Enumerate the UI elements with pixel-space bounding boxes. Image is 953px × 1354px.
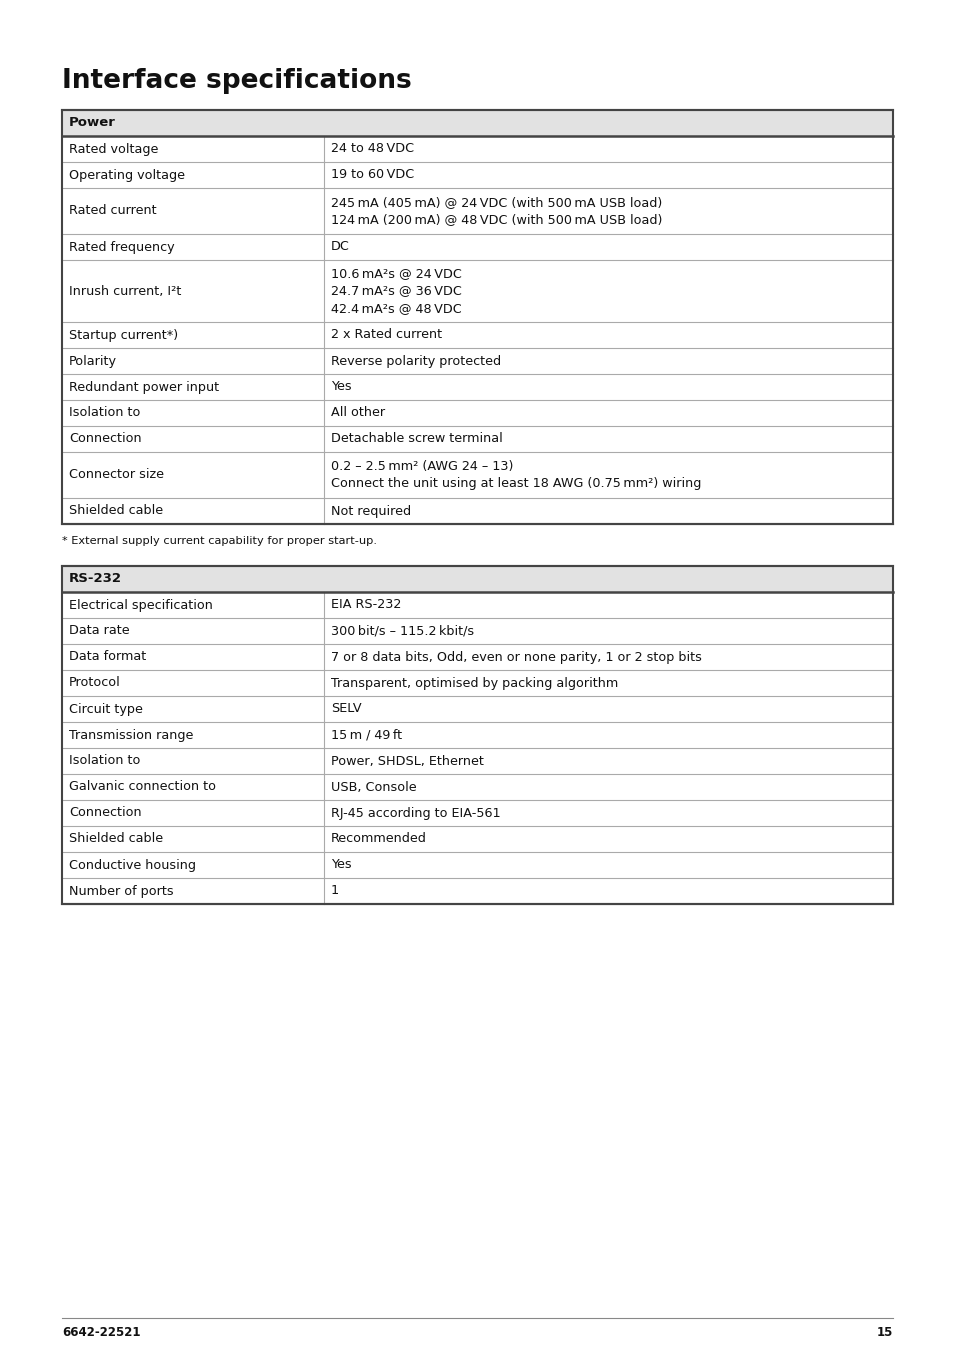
Text: 42.4 mA²s @ 48 VDC: 42.4 mA²s @ 48 VDC (331, 302, 461, 314)
Text: Yes: Yes (331, 380, 351, 394)
Text: 2 x Rated current: 2 x Rated current (331, 329, 441, 341)
Text: EIA RS-232: EIA RS-232 (331, 598, 400, 612)
Text: RJ-45 according to EIA-561: RJ-45 according to EIA-561 (331, 807, 500, 819)
Text: 10.6 mA²s @ 24 VDC: 10.6 mA²s @ 24 VDC (331, 267, 461, 280)
Bar (62, 670, 892, 696)
Bar (62, 135, 892, 162)
Text: Rated current: Rated current (69, 204, 156, 218)
Bar (62, 322, 892, 348)
Text: USB, Console: USB, Console (331, 780, 416, 793)
Text: Rated voltage: Rated voltage (69, 142, 158, 156)
Text: Shielded cable: Shielded cable (69, 505, 163, 517)
Bar (62, 566, 892, 592)
Text: Connect the unit using at least 18 AWG (0.75 mm²) wiring: Connect the unit using at least 18 AWG (… (331, 478, 700, 490)
Text: Rated frequency: Rated frequency (69, 241, 174, 253)
Text: 24.7 mA²s @ 36 VDC: 24.7 mA²s @ 36 VDC (331, 284, 461, 298)
Text: Conductive housing: Conductive housing (69, 858, 195, 872)
Text: Reverse polarity protected: Reverse polarity protected (331, 355, 500, 367)
Text: Isolation to: Isolation to (69, 754, 140, 768)
Bar (62, 234, 892, 260)
Text: 300 bit/s – 115.2 kbit/s: 300 bit/s – 115.2 kbit/s (331, 624, 474, 638)
Text: Connector size: Connector size (69, 468, 164, 482)
Text: Transparent, optimised by packing algorithm: Transparent, optimised by packing algori… (331, 677, 618, 689)
Bar (62, 592, 892, 617)
Bar (62, 498, 892, 524)
Text: SELV: SELV (331, 703, 361, 715)
Text: Yes: Yes (331, 858, 351, 872)
Text: Connection: Connection (69, 807, 141, 819)
Text: Operating voltage: Operating voltage (69, 168, 185, 181)
Text: Power, SHDSL, Ethernet: Power, SHDSL, Ethernet (331, 754, 483, 768)
Text: RS-232: RS-232 (69, 573, 122, 585)
Text: 0.2 – 2.5 mm² (AWG 24 – 13): 0.2 – 2.5 mm² (AWG 24 – 13) (331, 459, 513, 473)
Bar (62, 747, 892, 774)
Text: Recommended: Recommended (331, 833, 426, 845)
Text: Connection: Connection (69, 432, 141, 445)
Bar (62, 162, 892, 188)
Text: All other: All other (331, 406, 384, 420)
Text: 19 to 60 VDC: 19 to 60 VDC (331, 168, 414, 181)
Text: * External supply current capability for proper start-up.: * External supply current capability for… (62, 536, 376, 546)
Text: Protocol: Protocol (69, 677, 121, 689)
Text: Shielded cable: Shielded cable (69, 833, 163, 845)
Text: Not required: Not required (331, 505, 411, 517)
Text: Electrical specification: Electrical specification (69, 598, 213, 612)
Bar (62, 427, 892, 452)
Text: Data rate: Data rate (69, 624, 130, 638)
Bar (62, 696, 892, 722)
Bar (62, 722, 892, 747)
Text: 24 to 48 VDC: 24 to 48 VDC (331, 142, 414, 156)
Text: Polarity: Polarity (69, 355, 117, 367)
Text: Transmission range: Transmission range (69, 728, 193, 742)
Text: Power: Power (69, 116, 115, 130)
Bar (62, 852, 892, 877)
Bar (62, 800, 892, 826)
Bar (62, 374, 892, 399)
Text: 1: 1 (331, 884, 338, 898)
Text: Circuit type: Circuit type (69, 703, 143, 715)
Bar (62, 260, 892, 322)
Bar (62, 566, 892, 904)
Text: Number of ports: Number of ports (69, 884, 173, 898)
Text: DC: DC (331, 241, 349, 253)
Bar (62, 452, 892, 498)
Text: Detachable screw terminal: Detachable screw terminal (331, 432, 502, 445)
Bar (62, 188, 892, 234)
Text: Interface specifications: Interface specifications (62, 68, 412, 93)
Text: 15: 15 (876, 1326, 892, 1339)
Bar (62, 826, 892, 852)
Text: Startup current*): Startup current*) (69, 329, 178, 341)
Text: Galvanic connection to: Galvanic connection to (69, 780, 215, 793)
Bar (62, 348, 892, 374)
Bar (62, 110, 892, 135)
Bar (62, 399, 892, 427)
Text: Redundant power input: Redundant power input (69, 380, 219, 394)
Bar (62, 110, 892, 524)
Bar (62, 645, 892, 670)
Text: 6642-22521: 6642-22521 (62, 1326, 140, 1339)
Bar (62, 877, 892, 904)
Text: 7 or 8 data bits, Odd, even or none parity, 1 or 2 stop bits: 7 or 8 data bits, Odd, even or none pari… (331, 650, 700, 663)
Text: 124 mA (200 mA) @ 48 VDC (with 500 mA USB load): 124 mA (200 mA) @ 48 VDC (with 500 mA US… (331, 214, 661, 226)
Text: Isolation to: Isolation to (69, 406, 140, 420)
Bar (62, 774, 892, 800)
Bar (62, 617, 892, 645)
Text: 15 m / 49 ft: 15 m / 49 ft (331, 728, 401, 742)
Text: 245 mA (405 mA) @ 24 VDC (with 500 mA USB load): 245 mA (405 mA) @ 24 VDC (with 500 mA US… (331, 196, 661, 209)
Text: Data format: Data format (69, 650, 146, 663)
Text: Inrush current, I²t: Inrush current, I²t (69, 284, 181, 298)
